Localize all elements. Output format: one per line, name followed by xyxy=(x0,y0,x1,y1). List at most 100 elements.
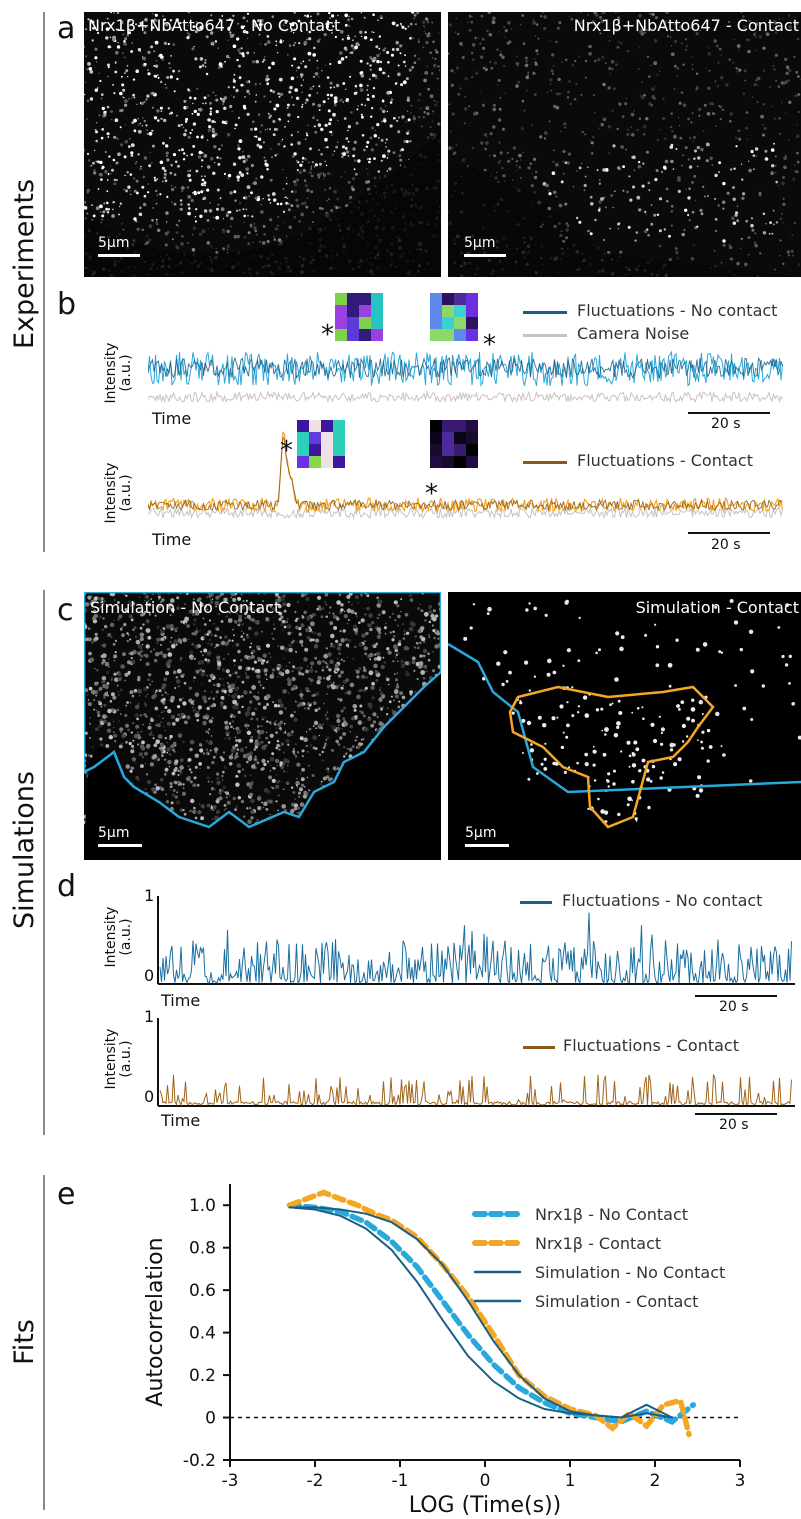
speckle-dot xyxy=(312,725,315,727)
speckle-dot xyxy=(213,216,215,219)
speckle-dot xyxy=(263,156,266,159)
speckle-dot xyxy=(92,26,96,30)
speckle-dot xyxy=(342,101,344,103)
speckle-dot xyxy=(204,175,206,177)
speckle-dot xyxy=(308,702,311,704)
speckle-dot xyxy=(323,702,325,705)
speckle-dot xyxy=(334,667,337,670)
speckle-dot xyxy=(591,20,595,23)
experiment-intensity-traces xyxy=(148,350,784,520)
speckle-dot xyxy=(600,197,604,201)
speckle-dot xyxy=(388,167,392,171)
speckle-dot xyxy=(360,711,364,715)
speckle-dot xyxy=(255,135,258,138)
speckle-dot xyxy=(236,763,242,768)
speckle-dot xyxy=(107,208,111,211)
speckle-dot xyxy=(345,150,350,154)
speckle-dot xyxy=(740,163,743,165)
speckle-dot xyxy=(287,631,291,636)
speckle-dot xyxy=(279,727,282,730)
speckle-dot xyxy=(347,140,350,143)
speckle-dot xyxy=(159,651,164,655)
speckle-dot xyxy=(253,23,256,25)
speckle-dot xyxy=(293,57,297,61)
speckle-dot xyxy=(187,211,191,216)
speckle-dot xyxy=(140,649,143,653)
speckle-dot xyxy=(746,138,749,141)
speckle-dot xyxy=(244,723,249,728)
speckle-dot xyxy=(455,31,457,33)
speckle-dot xyxy=(193,676,196,679)
microscopy-image-no-contact: Nrx1β+NbAtto647 - No Contact 5μm xyxy=(84,12,441,277)
speckle-dot xyxy=(785,65,790,69)
speckle-dot xyxy=(706,111,711,116)
speckle-dot xyxy=(210,809,212,811)
speckle-dot xyxy=(601,55,605,59)
speckle-dot xyxy=(287,208,291,212)
speckle-dot xyxy=(370,115,373,118)
speckle-dot xyxy=(673,64,677,68)
speckle-dot xyxy=(99,172,103,177)
speckle-dot xyxy=(651,87,655,91)
speckle-dot xyxy=(152,737,155,740)
speckle-dot xyxy=(294,798,297,801)
simulations-divider xyxy=(43,590,45,1135)
speckle-dot xyxy=(247,756,253,762)
speckle-dot xyxy=(178,698,182,702)
speckle-dot xyxy=(98,686,103,691)
speckle-dot xyxy=(98,615,102,619)
speckle-dot xyxy=(774,53,778,57)
speckle-dot xyxy=(413,54,417,57)
speckle-dot xyxy=(309,147,312,151)
speckle-dot xyxy=(117,690,120,694)
camera-noise-trace xyxy=(148,390,783,404)
speckle-dot xyxy=(693,135,696,139)
speckle-dot xyxy=(363,607,365,610)
speckle-dot xyxy=(367,173,369,175)
speckle-dot xyxy=(237,173,241,177)
speckle-dot xyxy=(315,691,320,696)
speckle-dot xyxy=(497,161,501,164)
speckle-dot xyxy=(179,758,184,763)
speckle-dot xyxy=(277,153,279,155)
speckle-dot xyxy=(189,169,192,172)
pixel-cell xyxy=(359,317,371,329)
speckle-dot xyxy=(175,244,178,248)
speckle-dot xyxy=(99,160,103,165)
speckle-dot xyxy=(88,67,93,71)
speckle-dot xyxy=(375,76,378,80)
speckle-dot xyxy=(94,56,98,60)
speckle-dot xyxy=(332,25,335,28)
speckle-dot xyxy=(593,59,597,63)
speckle-dot xyxy=(227,39,229,42)
speckle-dot xyxy=(523,109,526,112)
speckle-dot xyxy=(471,16,473,18)
speckle-dot xyxy=(533,175,538,180)
speckle-dot xyxy=(170,111,173,115)
speckle-dot xyxy=(316,39,321,43)
speckle-dot xyxy=(145,689,148,691)
speckle-dot xyxy=(169,624,174,629)
speckle-dot xyxy=(114,118,119,122)
speckle-dot xyxy=(273,198,277,202)
speckle-dot xyxy=(144,243,146,245)
speckle-dot xyxy=(304,157,307,161)
speckle-dot xyxy=(429,126,432,128)
speckle-dot xyxy=(753,33,756,37)
speckle-dot xyxy=(395,47,400,52)
speckle-dot xyxy=(470,20,474,24)
speckle-dot xyxy=(103,680,106,683)
speckle-dot xyxy=(171,722,176,726)
panel-a-letter: a xyxy=(57,11,76,46)
speckle-dot xyxy=(722,181,726,186)
speckle-dot xyxy=(186,715,191,720)
speckle-dot xyxy=(241,705,244,709)
speckle-dot xyxy=(233,727,235,730)
speckle-dot xyxy=(774,117,776,120)
speckle-dot xyxy=(679,136,683,140)
speckle-dot xyxy=(192,145,196,148)
speckle-dot xyxy=(359,710,362,713)
speckle-dot xyxy=(310,190,314,194)
speckle-dot xyxy=(344,146,348,150)
speckle-dot xyxy=(712,112,715,115)
